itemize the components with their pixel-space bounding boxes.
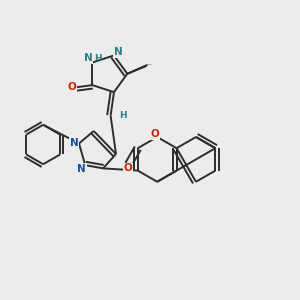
- Text: H: H: [119, 110, 127, 119]
- Text: O: O: [124, 164, 133, 173]
- Text: N: N: [70, 138, 79, 148]
- Text: N: N: [114, 47, 122, 57]
- Text: O: O: [150, 129, 159, 139]
- Text: O: O: [68, 82, 76, 92]
- Text: H: H: [94, 54, 102, 63]
- Text: N: N: [84, 53, 93, 63]
- Text: N: N: [77, 164, 86, 174]
- Text: methyl: methyl: [148, 64, 153, 65]
